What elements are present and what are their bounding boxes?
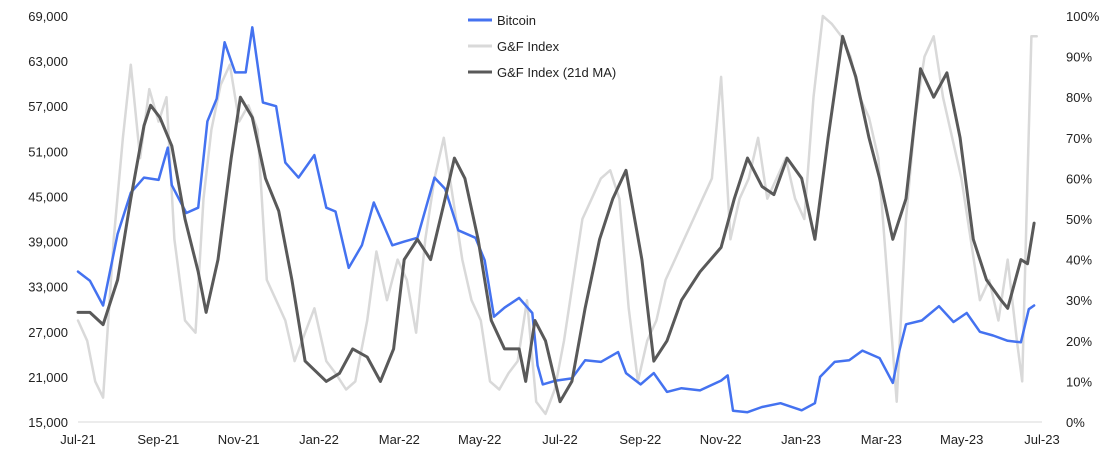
x-tick-label: Mar-23 — [861, 432, 902, 447]
x-tick-label: Jul-21 — [60, 432, 95, 447]
x-tick-label: Nov-22 — [700, 432, 742, 447]
series-line-0 — [76, 26, 1036, 414]
y-right-tick-label: 40% — [1066, 253, 1092, 268]
y-left-tick-label: 39,000 — [28, 235, 68, 250]
y-left-tick-label: 15,000 — [28, 415, 68, 430]
x-tick-label: Nov-21 — [218, 432, 260, 447]
legend-label: G&F Index (21d MA) — [497, 65, 616, 80]
y-right-tick-label: 30% — [1066, 293, 1092, 308]
series-line-2 — [76, 34, 1036, 404]
legend: Bitcoin G&F Index G&F Index (21d MA) — [468, 13, 616, 80]
y-axis-left-ticks: 15,000 21,000 27,000 33,000 39,000 45,000 51,0… — [28, 9, 68, 430]
y-left-tick-label: 63,000 — [28, 54, 68, 69]
y-axis-right-ticks: 0% 10% 20% 30% 40% 50% 60% 70% 80% 90% 100% — [1066, 9, 1100, 430]
x-tick-label: Mar-22 — [379, 432, 420, 447]
y-left-tick-label: 33,000 — [28, 280, 68, 295]
x-tick-label: Jan-22 — [299, 432, 339, 447]
y-left-tick-label: 21,000 — [28, 370, 68, 385]
y-right-tick-label: 60% — [1066, 171, 1092, 186]
x-tick-label: Sep-22 — [619, 432, 661, 447]
y-left-tick-label: 27,000 — [28, 325, 68, 340]
x-tick-label: May-23 — [940, 432, 983, 447]
y-right-tick-label: 90% — [1066, 50, 1092, 65]
y-right-tick-label: 100% — [1066, 9, 1100, 24]
x-tick-label: Jan-23 — [781, 432, 821, 447]
y-right-tick-label: 0% — [1066, 415, 1085, 430]
y-right-tick-label: 50% — [1066, 212, 1092, 227]
y-left-tick-label: 51,000 — [28, 144, 68, 159]
x-axis-ticks: Jul-21 Sep-21 Nov-21 Jan-22 Mar-22 May-22 Jul-… — [60, 432, 1059, 447]
y-right-tick-label: 80% — [1066, 90, 1092, 105]
y-left-tick-label: 69,000 — [28, 9, 68, 24]
y-left-tick-label: 45,000 — [28, 189, 68, 204]
y-right-tick-label: 20% — [1066, 334, 1092, 349]
x-tick-label: Jul-23 — [1024, 432, 1059, 447]
y-left-tick-label: 57,000 — [28, 99, 68, 114]
series-layer — [76, 14, 1038, 416]
legend-label: G&F Index — [497, 39, 560, 54]
legend-label: Bitcoin — [497, 13, 536, 28]
x-tick-label: Jul-22 — [542, 432, 577, 447]
x-tick-label: May-22 — [458, 432, 501, 447]
x-tick-label: Sep-21 — [137, 432, 179, 447]
series-line-1 — [76, 14, 1038, 416]
y-right-tick-label: 70% — [1066, 131, 1092, 146]
y-right-tick-label: 10% — [1066, 374, 1092, 389]
